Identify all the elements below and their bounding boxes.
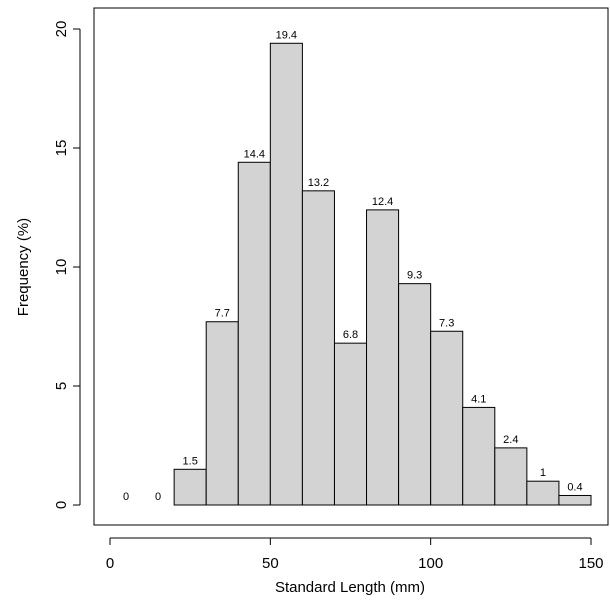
bar-value-label-1: 0 [155,491,161,503]
x-tick-label-2: 100 [418,555,443,572]
bar-value-label-5: 19.4 [276,29,297,41]
bar-value-label-14: 0.4 [567,481,582,493]
bar-4 [237,161,271,506]
bar-14 [558,494,592,506]
bar-11 [462,406,496,506]
bar-2 [173,468,207,506]
bars-group [173,42,592,506]
y-axis-label: Frequency (%) [15,218,32,316]
y-axis: 0 5 10 15 20 [53,21,81,509]
bar-3 [205,321,239,506]
bar-7 [333,342,368,506]
bar-value-label-0: 0 [123,491,129,503]
x-tick-label-1: 50 [262,555,279,572]
bar-value-label-3: 7.7 [215,308,230,320]
bar-5 [269,42,303,506]
bar-value-label-7: 6.8 [343,329,358,341]
bar-value-label-11: 4.1 [471,393,486,405]
bar-value-label-10: 7.3 [439,317,454,329]
bar-value-label-4: 14.4 [244,148,265,160]
bar-9 [398,283,432,506]
y-tick-label-4: 20 [53,21,70,38]
bar-value-label-2: 1.5 [183,455,198,467]
bar-value-label-13: 1 [540,467,546,479]
plot-frame [93,7,609,526]
bar-labels-group: 0 0 1.5 7.7 14.4 19.4 13.2 6.8 12.4 9.3 7.3 4.1 2.4 1… [123,29,583,503]
bar-10 [430,330,464,506]
x-axis: 0 50 100 150 [106,537,604,572]
x-tick-label-3: 150 [578,555,603,572]
x-tick-label-0: 0 [106,555,114,572]
x-axis-label: Standard Length (mm) [275,579,425,596]
y-tick-label-2: 10 [53,259,70,276]
bar-value-label-6: 13.2 [308,177,329,189]
bar-13 [526,480,560,506]
bar-8 [366,209,400,506]
y-tick-label-1: 5 [53,382,70,390]
bar-value-label-9: 9.3 [407,270,422,282]
y-tick-label-0: 0 [53,501,70,509]
bar-12 [494,447,528,506]
y-tick-label-3: 15 [53,140,70,157]
bar-value-label-12: 2.4 [503,434,518,446]
bar-6 [301,190,335,506]
bar-value-label-8: 12.4 [372,196,393,208]
